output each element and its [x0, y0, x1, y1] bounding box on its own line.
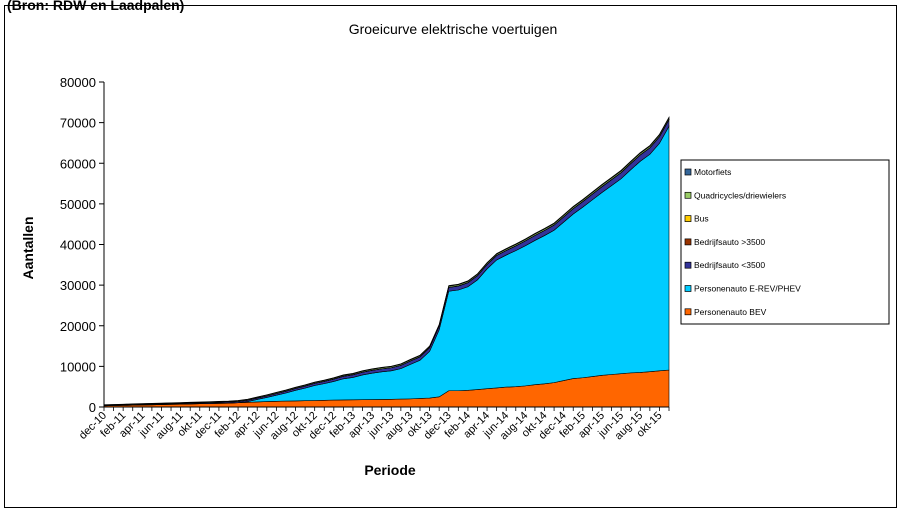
y-tick-label: 10000	[60, 359, 96, 374]
chart-title: Groeicurve elektrische voertuigen	[349, 21, 558, 37]
legend-label: Motorfiets	[694, 167, 731, 177]
legend-swatch	[684, 285, 692, 292]
y-tick-label: 40000	[60, 238, 96, 253]
legend-swatch	[684, 261, 692, 269]
y-tick-label: 50000	[60, 197, 96, 212]
legend-label: Personenauto BEV	[694, 307, 767, 317]
x-axis-label: Periode	[364, 462, 416, 478]
cut-off-header: (Bron: RDW en Laadpalen)	[7, 0, 185, 13]
chart-frame: (Bron: RDW en Laadpalen) Groeicurve elek…	[4, 0, 897, 508]
legend-swatch	[684, 215, 692, 222]
legend-swatch	[684, 168, 692, 176]
y-tick-label: 30000	[60, 278, 96, 293]
legend-box	[680, 159, 890, 325]
legend: Motorfiets Quadricycles/driewielers Bus Bed…	[680, 159, 890, 325]
y-tick-label: 80000	[60, 75, 96, 90]
y-axis-label: Aantallen	[20, 216, 36, 279]
legend-swatch	[684, 308, 692, 316]
legend-label: Bedrijfsauto >3500	[694, 237, 765, 247]
stacked-area-chart: Groeicurve elektrische voertuigen Aantal…	[20, 21, 890, 478]
legend-label: Personenauto E-REV/PHEV	[694, 284, 801, 294]
legend-swatch	[684, 191, 692, 199]
legend-label: Bus	[694, 214, 709, 224]
y-tick-label: 70000	[60, 116, 96, 131]
legend-label: Bedrijfsauto <3500	[694, 260, 765, 270]
legend-swatch	[684, 238, 692, 246]
area-motorfiets	[103, 115, 670, 406]
y-tick-label: 0	[89, 400, 96, 415]
y-tick-label: 60000	[60, 156, 96, 171]
legend-label: Quadricycles/driewielers	[694, 190, 786, 200]
y-tick-label: 20000	[60, 319, 96, 334]
